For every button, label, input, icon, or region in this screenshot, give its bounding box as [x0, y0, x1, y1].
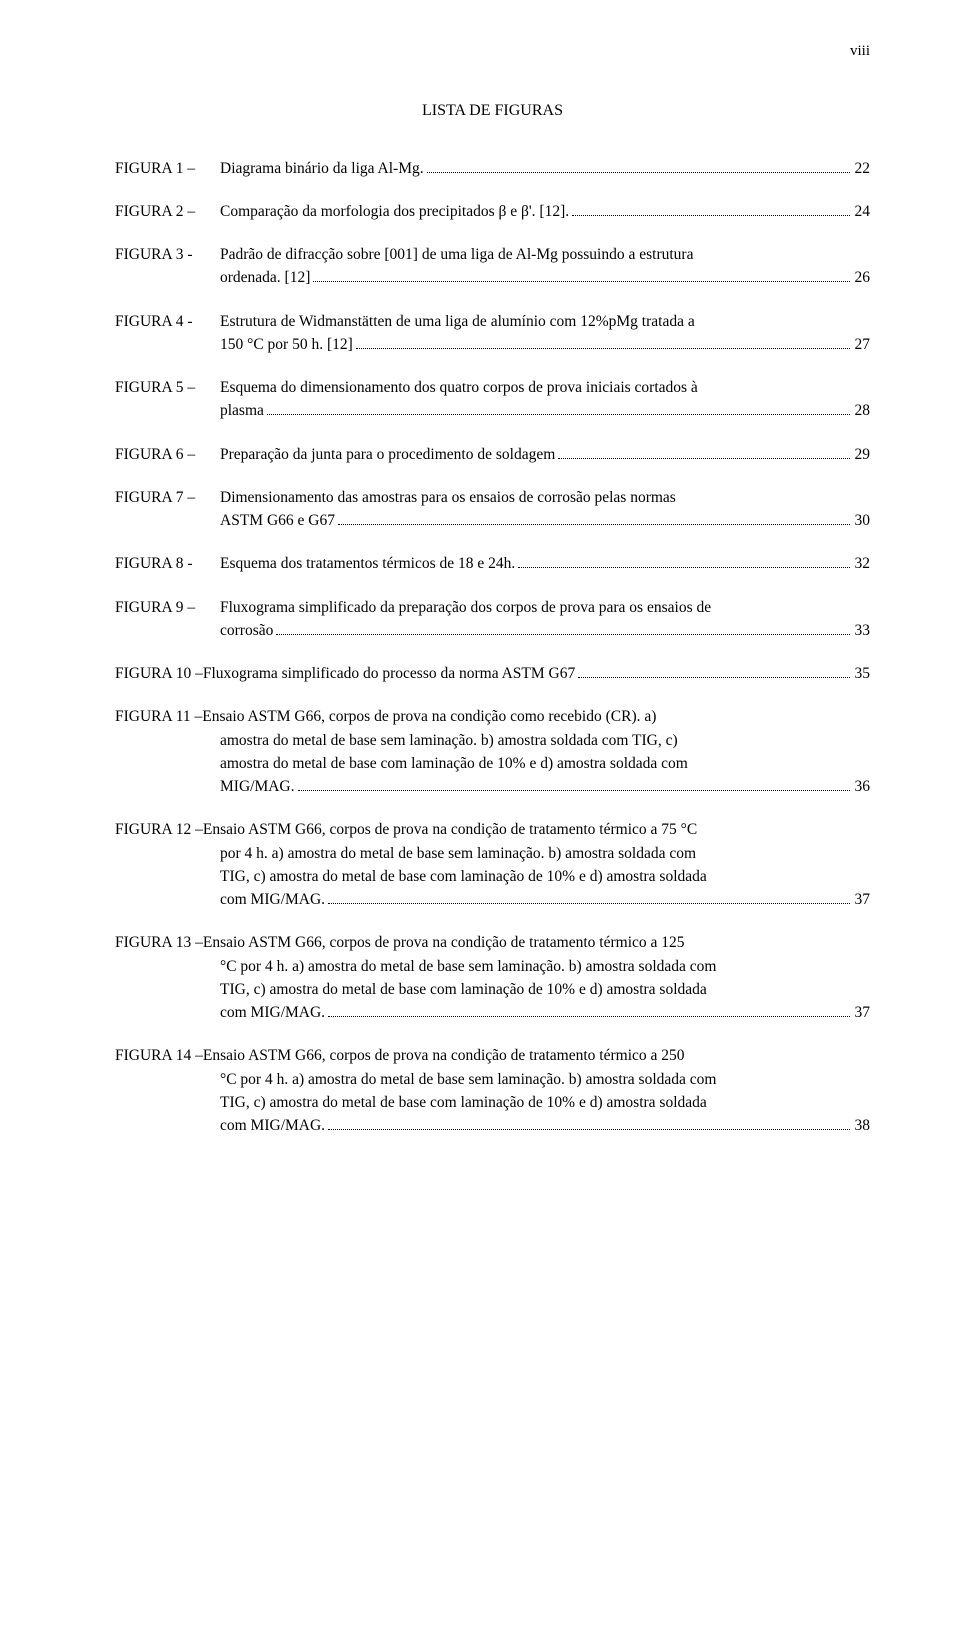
figure-text: com MIG/MAG.: [220, 1114, 325, 1137]
figure-entry: FIGURA 6 –Preparação da junta para o pro…: [115, 443, 870, 466]
figure-text: com MIG/MAG.: [220, 1001, 325, 1024]
figure-text: Ensaio ASTM G66, corpos de prova na cond…: [203, 818, 697, 841]
leader-dots: [518, 567, 849, 568]
leader-dots: [356, 348, 850, 349]
figure-description: Fluxograma simplificado da preparação do…: [220, 596, 870, 643]
figure-entry: FIGURA 10 – Fluxograma simplificado do p…: [115, 662, 870, 685]
leader-dots: [267, 414, 850, 415]
figure-text: TIG, c) amostra do metal de base com lam…: [220, 978, 707, 1001]
figure-page: 36: [853, 775, 871, 798]
figure-page: 38: [853, 1114, 871, 1137]
figure-label: FIGURA 13 –: [115, 931, 203, 954]
figure-label: FIGURA 14 –: [115, 1044, 203, 1067]
leader-dots: [572, 215, 849, 216]
figure-text: Ensaio ASTM G66, corpos de prova na cond…: [203, 931, 685, 954]
figure-text: Estrutura de Widmanstätten de uma liga d…: [220, 310, 695, 333]
figure-label: FIGURA 6 –: [115, 443, 220, 466]
figure-text: amostra do metal de base com laminação d…: [220, 752, 688, 775]
leader-dots: [558, 458, 849, 459]
figure-page: 33: [853, 619, 871, 642]
leader-dots: [328, 1016, 849, 1017]
figure-entry: FIGURA 12 – Ensaio ASTM G66, corpos de p…: [115, 818, 870, 911]
figure-label: FIGURA 8 -: [115, 552, 220, 575]
figure-page: 22: [853, 157, 871, 180]
figure-entry: FIGURA 11 – Ensaio ASTM G66, corpos de p…: [115, 705, 870, 798]
figure-entry: FIGURA 2 –Comparação da morfologia dos p…: [115, 200, 870, 223]
figure-label: FIGURA 2 –: [115, 200, 220, 223]
figure-text: Esquema dos tratamentos térmicos de 18 e…: [220, 552, 515, 575]
leader-dots: [338, 524, 850, 525]
figure-entry: FIGURA 3 -Padrão de difracção sobre [001…: [115, 243, 870, 290]
figure-text: amostra do metal de base sem laminação. …: [220, 729, 678, 752]
figure-text: Esquema do dimensionamento dos quatro co…: [220, 376, 698, 399]
figure-label: FIGURA 4 -: [115, 310, 220, 357]
figure-page: 27: [853, 333, 871, 356]
figure-text: 150 °C por 50 h. [12]: [220, 333, 353, 356]
figure-text: MIG/MAG.: [220, 775, 295, 798]
figure-text: Ensaio ASTM G66, corpos de prova na cond…: [203, 1044, 685, 1067]
figure-page: 35: [853, 662, 871, 685]
figure-text: com MIG/MAG.: [220, 888, 325, 911]
figure-text: plasma: [220, 399, 264, 422]
leader-dots: [578, 677, 849, 678]
figure-page: 37: [853, 888, 871, 911]
figure-label: FIGURA 3 -: [115, 243, 220, 290]
leader-dots: [427, 172, 850, 173]
figure-description: Esquema do dimensionamento dos quatro co…: [220, 376, 870, 423]
figure-entry: FIGURA 7 –Dimensionamento das amostras p…: [115, 486, 870, 533]
figure-text: ASTM G66 e G67: [220, 509, 335, 532]
figure-label: FIGURA 11 –: [115, 705, 202, 728]
figure-page: 26: [853, 266, 871, 289]
figure-text: ordenada. [12]: [220, 266, 310, 289]
figure-description: Preparação da junta para o procedimento …: [220, 443, 870, 466]
figure-entry: FIGURA 4 -Estrutura de Widmanstätten de …: [115, 310, 870, 357]
figure-text: por 4 h. a) amostra do metal de base sem…: [220, 842, 696, 865]
figure-description: Diagrama binário da liga Al-Mg. 22: [220, 157, 870, 180]
figure-label: FIGURA 7 –: [115, 486, 220, 533]
figure-description: Dimensionamento das amostras para os ens…: [220, 486, 870, 533]
figure-text: °C por 4 h. a) amostra do metal de base …: [220, 1068, 716, 1091]
figure-text: corrosão: [220, 619, 273, 642]
figure-entry: FIGURA 8 -Esquema dos tratamentos térmic…: [115, 552, 870, 575]
leader-dots: [276, 634, 849, 635]
figure-text: TIG, c) amostra do metal de base com lam…: [220, 865, 707, 888]
leader-dots: [328, 903, 849, 904]
figure-entry: FIGURA 14 – Ensaio ASTM G66, corpos de p…: [115, 1044, 870, 1137]
figure-page: 37: [853, 1001, 871, 1024]
page-number: viii: [115, 40, 870, 63]
leader-dots: [298, 790, 850, 791]
figure-description: Estrutura de Widmanstätten de uma liga d…: [220, 310, 870, 357]
figure-text: Fluxograma simplificado da preparação do…: [220, 596, 711, 619]
figure-text: Padrão de difracção sobre [001] de uma l…: [220, 243, 693, 266]
figure-list: FIGURA 1 –Diagrama binário da liga Al-Mg…: [115, 157, 870, 1138]
leader-dots: [328, 1129, 849, 1130]
figure-text: TIG, c) amostra do metal de base com lam…: [220, 1091, 707, 1114]
figure-text: Comparação da morfologia dos precipitado…: [220, 200, 569, 223]
figure-label: FIGURA 12 –: [115, 818, 203, 841]
figure-label: FIGURA 5 –: [115, 376, 220, 423]
figure-page: 29: [853, 443, 871, 466]
leader-dots: [313, 281, 849, 282]
figure-description: Comparação da morfologia dos precipitado…: [220, 200, 870, 223]
figure-label: FIGURA 1 –: [115, 157, 220, 180]
figure-entry: FIGURA 5 –Esquema do dimensionamento dos…: [115, 376, 870, 423]
figure-entry: FIGURA 1 –Diagrama binário da liga Al-Mg…: [115, 157, 870, 180]
figure-text: Diagrama binário da liga Al-Mg.: [220, 157, 424, 180]
figure-page: 28: [853, 399, 871, 422]
figure-text: Preparação da junta para o procedimento …: [220, 443, 555, 466]
page-title: LISTA DE FIGURAS: [115, 99, 870, 123]
figure-text: Ensaio ASTM G66, corpos de prova na cond…: [202, 705, 656, 728]
figure-text: Fluxograma simplificado do processo da n…: [203, 662, 575, 685]
figure-text: °C por 4 h. a) amostra do metal de base …: [220, 955, 716, 978]
figure-page: 24: [853, 200, 871, 223]
figure-label: FIGURA 9 –: [115, 596, 220, 643]
figure-page: 30: [853, 509, 871, 532]
figure-description: Padrão de difracção sobre [001] de uma l…: [220, 243, 870, 290]
figure-entry: FIGURA 9 –Fluxograma simplificado da pre…: [115, 596, 870, 643]
figure-description: Esquema dos tratamentos térmicos de 18 e…: [220, 552, 870, 575]
figure-entry: FIGURA 13 – Ensaio ASTM G66, corpos de p…: [115, 931, 870, 1024]
figure-text: Dimensionamento das amostras para os ens…: [220, 486, 676, 509]
figure-page: 32: [853, 552, 871, 575]
figure-label: FIGURA 10 –: [115, 662, 203, 685]
